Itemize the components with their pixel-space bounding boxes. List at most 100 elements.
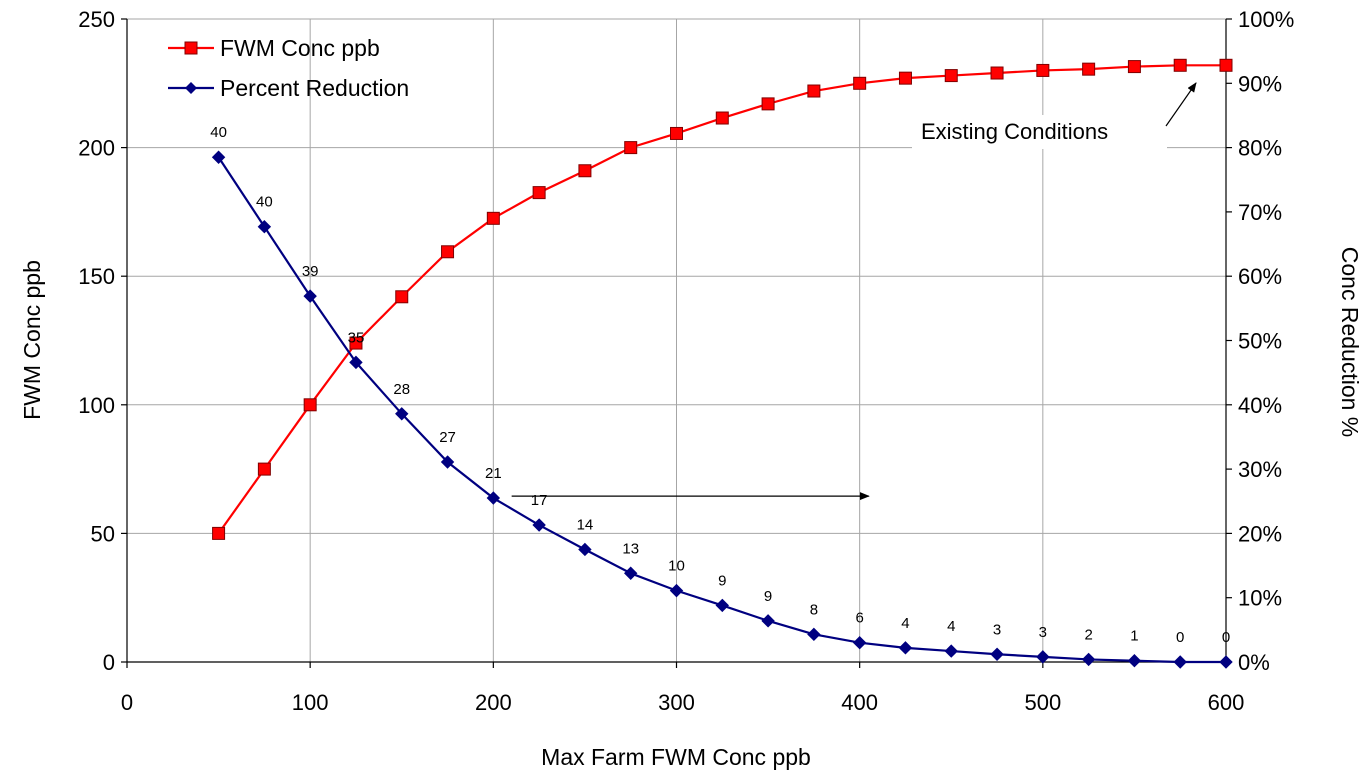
data-label: 13 (622, 540, 639, 557)
data-label: 3 (1039, 624, 1047, 641)
percent-reduction-point (1127, 654, 1142, 668)
y2-tick-label: 40% (1238, 393, 1282, 418)
annotation-arrow (1165, 82, 1197, 127)
y2-tick-label: 0% (1238, 650, 1270, 675)
data-label: 1 (1130, 628, 1138, 645)
data-label: 14 (577, 516, 594, 533)
x-tick-label: 0 (121, 690, 133, 715)
fwm-conc-point (486, 211, 500, 225)
data-label: 10 (668, 558, 685, 575)
data-label: 9 (764, 588, 772, 605)
percent-reduction-point (624, 566, 638, 580)
fwm-conc-point (395, 290, 409, 304)
y2-axis-title: Conc Reduction % (1337, 247, 1363, 438)
y-tick-label: 0 (103, 650, 115, 675)
percent-reduction-point (440, 455, 455, 469)
data-label: 4 (901, 615, 909, 632)
fwm-conc-point (898, 71, 912, 85)
y2-tick-label: 60% (1238, 264, 1282, 289)
fwm-conc-point (441, 245, 455, 259)
data-label: 3 (993, 621, 1001, 638)
percent-reduction-point (669, 583, 684, 598)
fwm-conc-point (1127, 60, 1141, 74)
y-tick-label: 50 (91, 521, 115, 546)
percent-reduction-point (349, 355, 363, 370)
data-label: 4 (947, 618, 955, 635)
data-label: 6 (855, 610, 863, 627)
data-label: 17 (531, 492, 548, 509)
fwm-conc-point (257, 462, 271, 476)
percent-reduction-point (1173, 655, 1187, 669)
y2-tick-label: 30% (1238, 457, 1282, 482)
y-axis-title: FWM Conc ppb (19, 260, 45, 420)
data-label: 9 (718, 572, 726, 589)
y2-tick-label: 80% (1238, 136, 1282, 161)
fwm-conc-point (1036, 63, 1050, 77)
percent-reduction-point (211, 150, 226, 164)
y2-tick-label: 20% (1238, 521, 1282, 546)
percent-reduction-point (395, 407, 409, 421)
x-tick-label: 400 (841, 690, 878, 715)
fwm-conc-point (532, 186, 546, 200)
fwm-conc-point (853, 76, 867, 90)
data-label: 8 (810, 601, 818, 618)
annotation-background (912, 115, 1167, 149)
y-tick-label: 200 (78, 136, 115, 161)
fwm-conc-point (578, 164, 592, 178)
fwm-conc-point (349, 336, 363, 350)
y2-tick-label: 10% (1238, 586, 1282, 611)
y-tick-label: 250 (78, 7, 115, 32)
x-tick-label: 600 (1208, 690, 1245, 715)
percent-reduction-point (1036, 650, 1050, 664)
percent-reduction-point (1081, 652, 1096, 667)
data-label: 28 (393, 381, 410, 398)
percent-reduction-point (852, 636, 867, 650)
y2-tick-label: 70% (1238, 200, 1282, 225)
data-label: 39 (302, 263, 319, 280)
x-tick-label: 500 (1024, 690, 1061, 715)
y-tick-label: 150 (78, 264, 115, 289)
data-label: 2 (1084, 626, 1092, 643)
y2-tick-label: 50% (1238, 329, 1282, 354)
fwm-conc-point (990, 66, 1004, 80)
data-label: 40 (256, 194, 273, 211)
percent-reduction-point (944, 644, 958, 658)
percent-reduction-point (898, 641, 913, 655)
fwm-conc-point (303, 398, 317, 412)
annotation: Existing Conditions (912, 82, 1197, 149)
fwm-conc-point (1173, 58, 1187, 72)
percent-reduction-point (761, 614, 775, 628)
legend-marker-diamond (185, 82, 197, 94)
y2-tick-label: 90% (1238, 71, 1282, 96)
legend-label: Percent Reduction (220, 75, 409, 101)
percent-reduction-point (1219, 655, 1233, 669)
legend: FWM Conc ppb Percent Reduction (168, 35, 409, 101)
percent-reduction-point (486, 491, 501, 505)
data-label: 40 (210, 124, 227, 141)
data-label: 27 (439, 429, 456, 446)
fwm-conc-point (670, 126, 683, 140)
fwm-conc-point (624, 141, 638, 155)
annotation-text: Existing Conditions (921, 119, 1108, 144)
data-label: 0 (1222, 629, 1230, 646)
data-label: 35 (348, 329, 365, 346)
percent-reduction-point (807, 627, 821, 642)
percent-reduction-point (257, 219, 272, 234)
percent-reduction-point (715, 598, 729, 613)
series (211, 58, 1233, 669)
fwm-conc-point (807, 84, 821, 98)
x-tick-label: 300 (658, 690, 695, 715)
percent-reduction-point (578, 542, 592, 557)
percent-reduction-point (990, 647, 1004, 661)
x-axis-title: Max Farm FWM Conc ppb (541, 744, 811, 770)
y-tick-label: 100 (78, 393, 115, 418)
percent-reduction-point (532, 518, 546, 532)
y2-tick-label: 100% (1238, 7, 1294, 32)
percent-reduction-point (303, 289, 317, 303)
fwm-conc-point (212, 526, 226, 540)
fwm-conc-point (1219, 58, 1233, 72)
legend-label: FWM Conc ppb (220, 35, 380, 61)
fwm-conc-point (715, 111, 729, 125)
